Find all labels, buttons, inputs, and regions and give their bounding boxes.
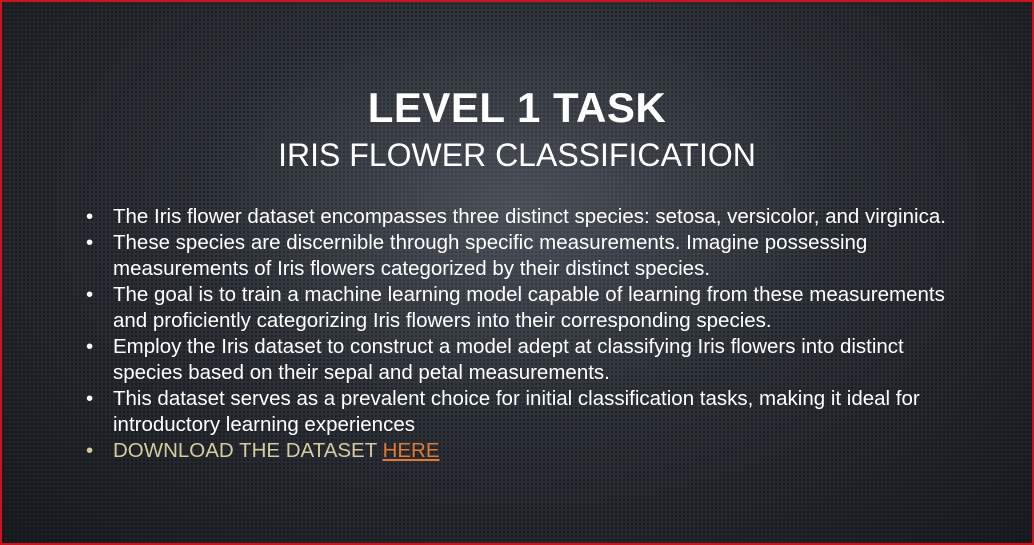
download-text: DOWNLOAD THE DATASET (113, 439, 383, 462)
bullet-item: • Employ the Iris dataset to construct a… (86, 334, 966, 386)
bullet-text: Employ the Iris dataset to construct a m… (113, 335, 904, 384)
bullet-item: • The goal is to train a machine learnin… (86, 282, 966, 334)
bullet-list: • The Iris flower dataset encompasses th… (86, 204, 966, 464)
bullet-icon: • (86, 283, 94, 306)
bullet-item: • These species are discernible through … (86, 230, 966, 282)
bullet-item: • The Iris flower dataset encompasses th… (86, 204, 966, 230)
download-here-link[interactable]: HERE (382, 439, 440, 462)
slide-title: LEVEL 1 TASK (367, 84, 667, 131)
bullet-icon: • (86, 439, 94, 462)
slide-subtitle: IRIS FLOWER CLASSIFICATION (278, 137, 756, 173)
bullet-text: The Iris flower dataset encompasses thre… (113, 205, 946, 228)
bullet-text: These species are discernible through sp… (113, 231, 868, 280)
bullet-icon: • (86, 205, 94, 228)
download-bullet: • DOWNLOAD THE DATASET HERE (86, 438, 966, 464)
bullet-icon: • (86, 231, 94, 254)
bullet-text: This dataset serves as a prevalent choic… (113, 387, 920, 436)
bullet-item: • This dataset serves as a prevalent cho… (86, 386, 966, 438)
bullet-icon: • (86, 335, 94, 358)
bullet-icon: • (86, 387, 94, 410)
bullet-text: The goal is to train a machine learning … (113, 283, 945, 332)
